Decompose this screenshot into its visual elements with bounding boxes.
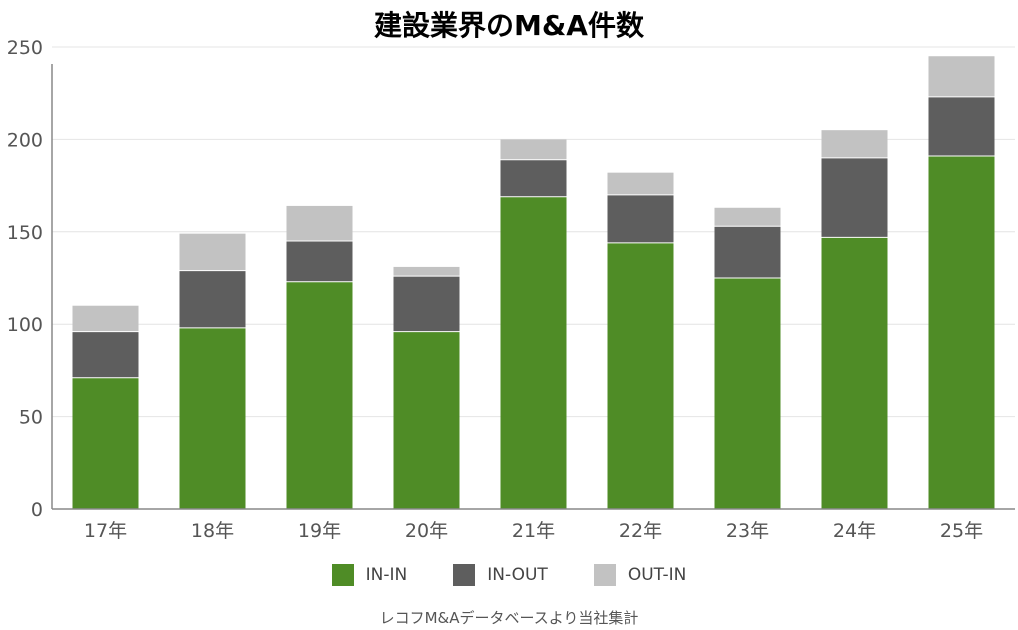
x-tick-label: 22年 — [619, 520, 662, 542]
bar-in-out-7 — [714, 226, 781, 278]
bar-in-out-4 — [393, 276, 460, 332]
x-tick-label: 20年 — [405, 520, 448, 542]
bar-out-in-9 — [928, 56, 995, 97]
bar-out-in-4 — [393, 266, 460, 277]
legend-item-in-in: IN-IN — [331, 564, 408, 586]
bar-groups — [72, 56, 995, 510]
y-tick-label: 50 — [19, 407, 43, 429]
bar-out-in-2 — [179, 233, 246, 271]
bar-in-in-9 — [928, 156, 995, 510]
x-tick-label: 21年 — [512, 520, 555, 542]
source-note: レコフM&Aデータベースより当社集計 — [379, 609, 639, 627]
bar-in-in-4 — [393, 331, 460, 509]
bar-in-out-6 — [607, 194, 674, 243]
x-tick-label: 24年 — [833, 520, 876, 542]
axes: 0 50 100 150 200 250 17年 18年 19年 20年 21年 22年 23年 24年 2… — [7, 37, 1015, 542]
legend-swatch-out-in — [593, 564, 616, 586]
bar-out-in-6 — [607, 172, 674, 195]
bar-out-in-3 — [286, 205, 353, 242]
bar-in-in-1 — [72, 377, 139, 509]
legend-item-out-in: OUT-IN — [593, 564, 687, 586]
bar-in-in-3 — [286, 281, 353, 509]
bar-out-in-7 — [714, 207, 781, 227]
bar-in-out-3 — [286, 241, 353, 282]
bar-out-in-8 — [821, 130, 888, 158]
legend-swatch-in-in — [331, 564, 354, 586]
bar-in-out-1 — [72, 331, 139, 378]
y-tick-label: 0 — [31, 499, 43, 521]
bar-in-in-8 — [821, 237, 888, 509]
y-tick-label: 200 — [7, 129, 43, 151]
bar-out-in-1 — [72, 305, 139, 332]
bar-in-in-2 — [179, 327, 246, 509]
x-tick-label: 18年 — [191, 520, 234, 542]
bar-out-in-5 — [500, 139, 567, 160]
legend: IN-IN IN-OUT OUT-IN — [0, 564, 1018, 586]
bar-in-out-2 — [179, 270, 246, 328]
x-tick-label: 25年 — [940, 520, 983, 542]
bar-in-out-5 — [500, 159, 567, 197]
legend-label-in-in: IN-IN — [365, 565, 408, 585]
y-tick-label: 100 — [7, 314, 43, 336]
legend-label-in-out: IN-OUT — [487, 565, 548, 585]
legend-swatch-in-out — [453, 564, 476, 586]
bar-in-in-5 — [500, 196, 567, 510]
y-tick-label: 150 — [7, 222, 43, 244]
x-tick-label: 19年 — [298, 520, 341, 542]
x-tick-label: 23年 — [726, 520, 769, 542]
bar-in-in-7 — [714, 278, 781, 509]
chart-title: 建設業界のM&A件数 — [374, 9, 644, 42]
y-tick-label: 250 — [7, 37, 43, 59]
legend-item-in-out: IN-OUT — [453, 564, 548, 586]
bar-in-out-9 — [928, 96, 995, 157]
legend-label-out-in: OUT-IN — [627, 565, 687, 585]
bar-in-out-8 — [821, 157, 888, 238]
x-tick-label: 17年 — [84, 520, 127, 542]
bar-in-in-6 — [607, 242, 674, 509]
